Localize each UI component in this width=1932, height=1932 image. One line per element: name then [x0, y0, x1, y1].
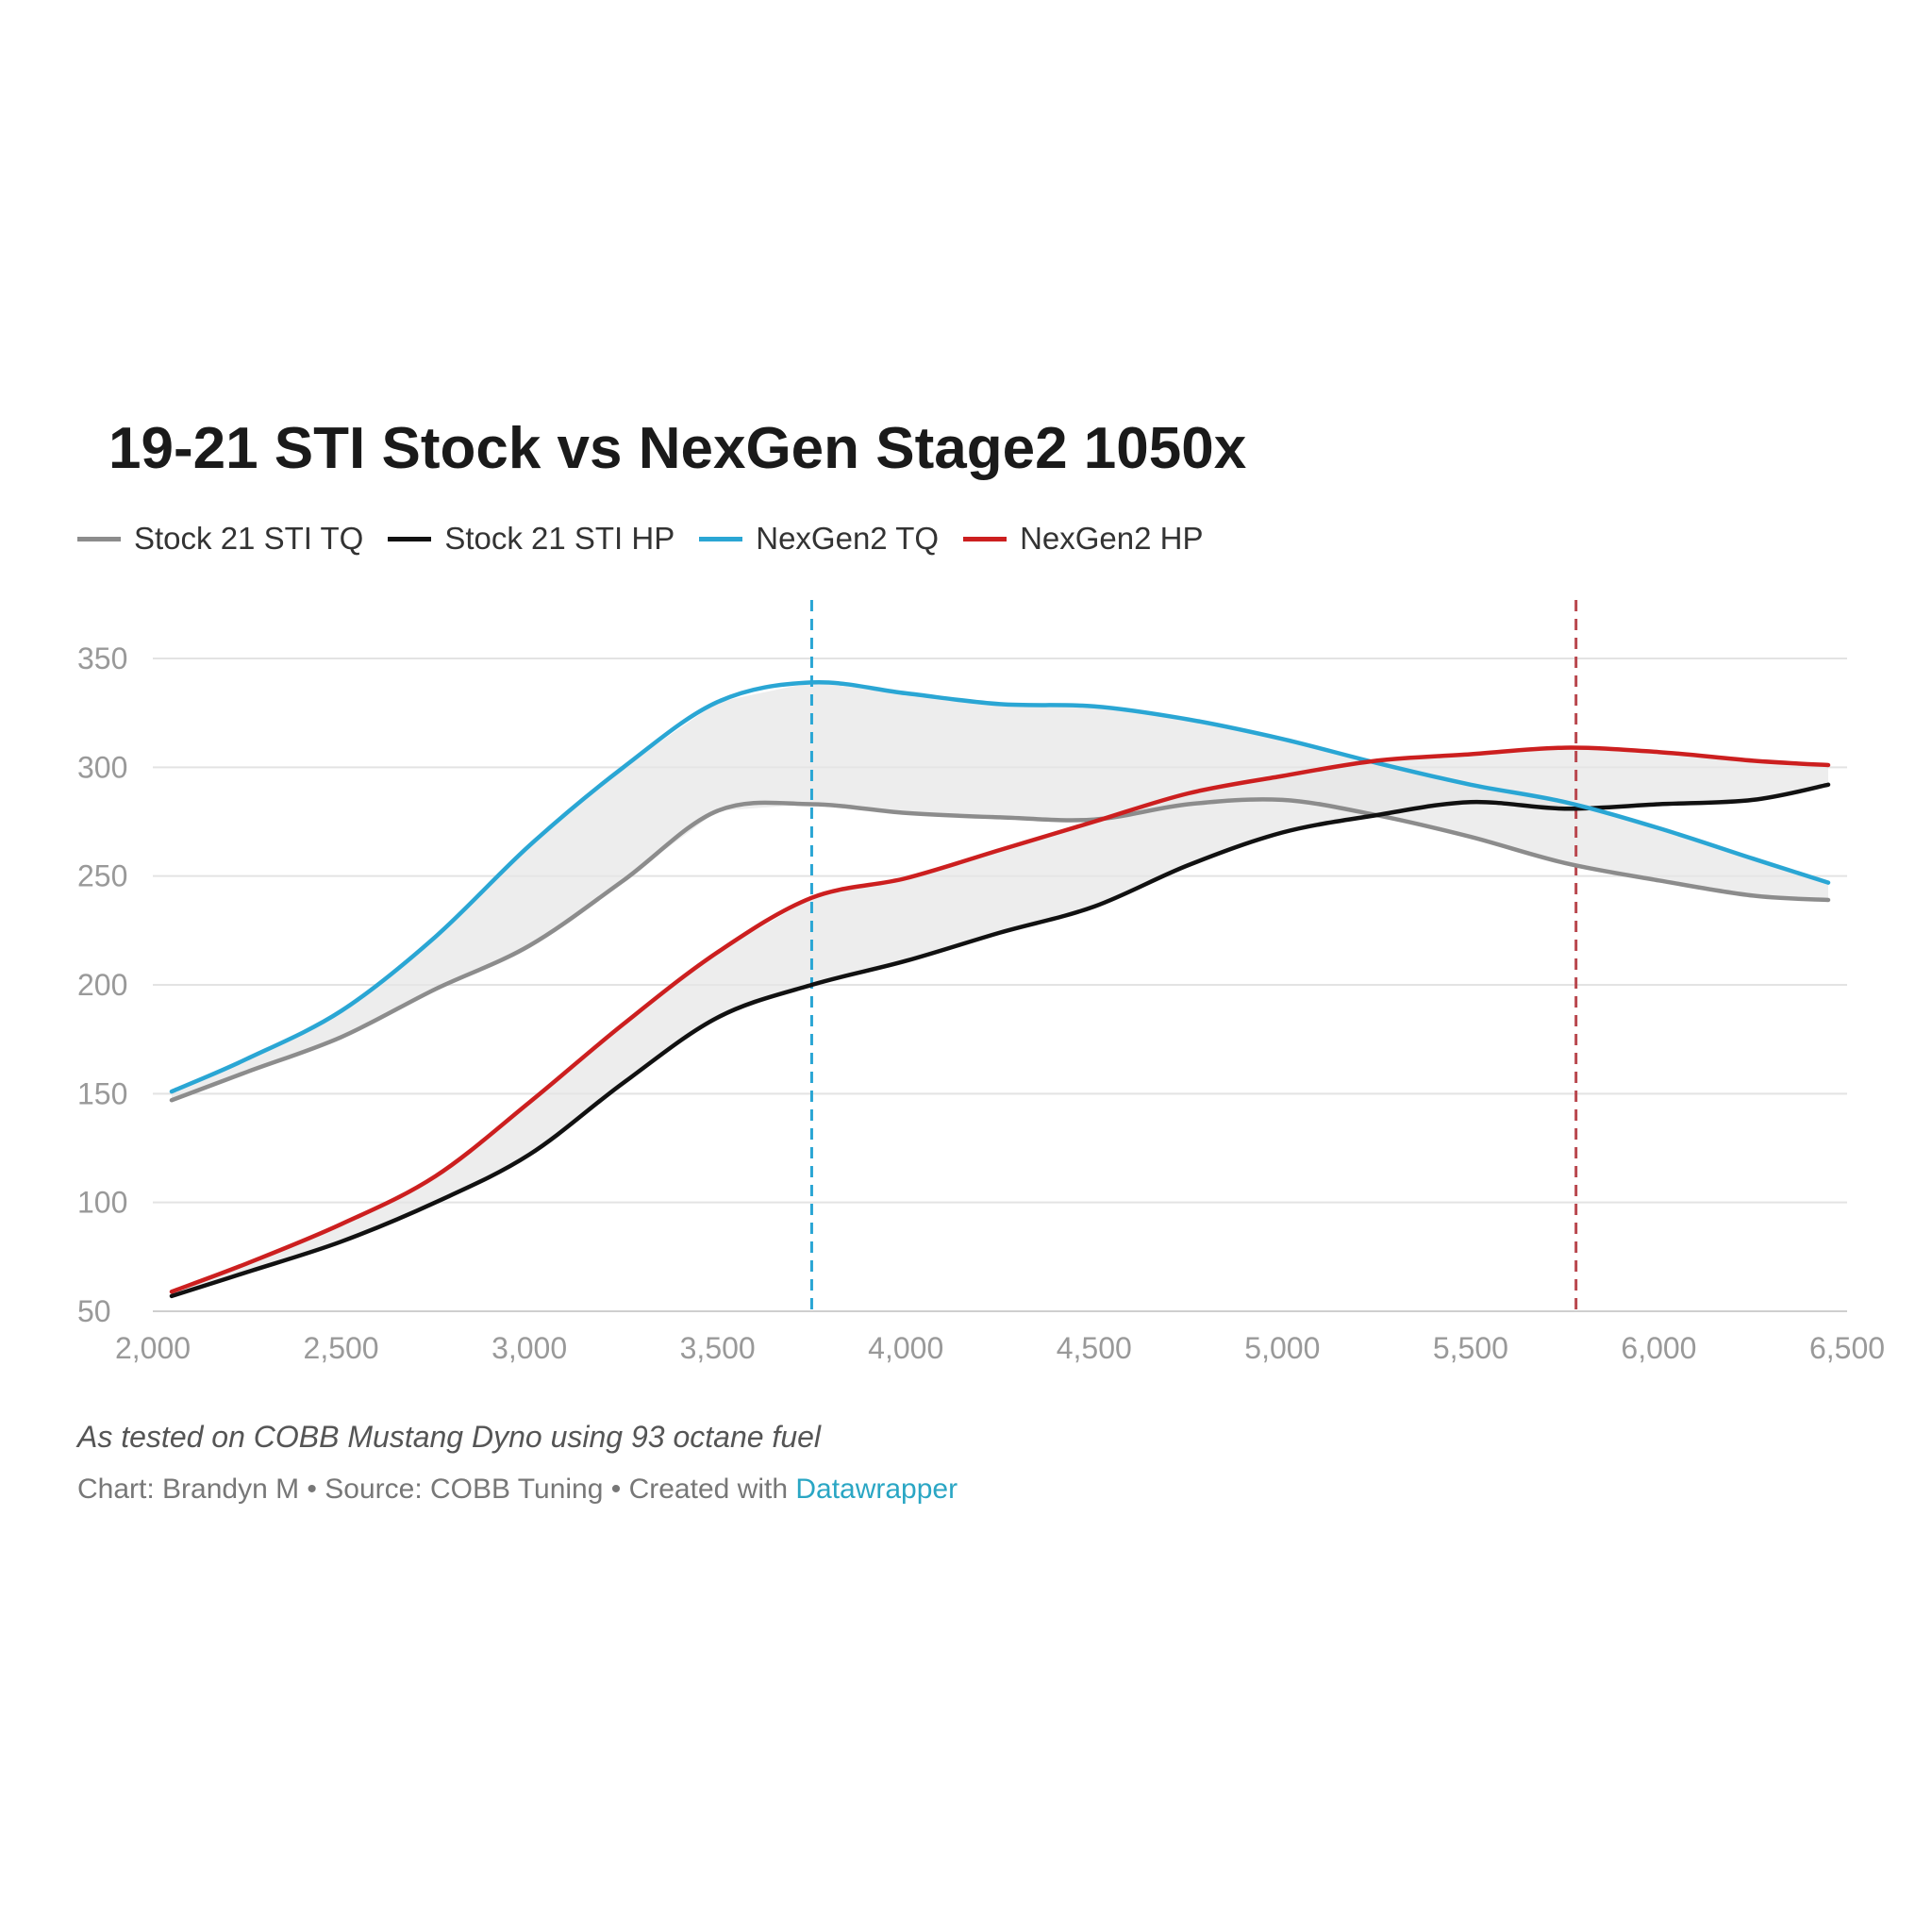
x-tick-label-5000: 5,000: [1244, 1331, 1320, 1365]
legend-swatch-stock-tq: [77, 536, 121, 541]
x-tick-label-2000: 2,000: [115, 1331, 191, 1365]
series-line-nexgen-hp: [169, 745, 1831, 1294]
legend-item-nexgen-hp: NexGen2 HP: [963, 521, 1204, 557]
y-tick-label-250: 250: [77, 859, 127, 893]
y-tick-label-300: 300: [77, 750, 127, 784]
legend-swatch-stock-hp: [388, 536, 432, 541]
y-tick-label-200: 200: [77, 968, 127, 1002]
legend-item-stock-tq: Stock 21 STI TQ: [77, 521, 363, 557]
chart-note: As tested on COBB Mustang Dyno using 93 …: [77, 1420, 822, 1454]
legend-swatch-nexgen-tq: [699, 536, 743, 541]
x-tick-label-4000: 4,000: [868, 1331, 943, 1365]
chart-title: 19-21 STI Stock vs NexGen Stage2 1050x: [108, 416, 1247, 481]
chart-notes: As tested on COBB Mustang Dyno using 93 …: [77, 1420, 958, 1506]
legend-swatch-nexgen-hp: [963, 536, 1008, 541]
legend-label-nexgen-hp: NexGen2 HP: [1020, 521, 1204, 556]
x-tick-label-3500: 3,500: [680, 1331, 756, 1365]
x-tick-label-5500: 5,500: [1433, 1331, 1508, 1365]
chart-credits: Chart: Brandyn M • Source: COBB Tuning •…: [77, 1474, 958, 1506]
legend-item-nexgen-tq: NexGen2 TQ: [699, 521, 939, 557]
x-tick-label-4500: 4,500: [1057, 1331, 1132, 1365]
legend-item-stock-hp: Stock 21 STI HP: [388, 521, 675, 557]
y-tick-label-350: 350: [77, 641, 127, 675]
series-line-stock-hp: [169, 782, 1831, 1299]
y-tick-label-150: 150: [77, 1076, 127, 1110]
legend: Stock 21 STI TQ Stock 21 STI HP NexGen2 …: [77, 521, 1228, 557]
y-tick-label-50: 50: [77, 1294, 111, 1328]
series-line-nexgen-tq: [169, 679, 1831, 1094]
legend-label-stock-tq: Stock 21 STI TQ: [134, 521, 364, 556]
datawrapper-link[interactable]: Datawrapper: [795, 1474, 958, 1505]
x-tick-label-2500: 2,500: [304, 1331, 379, 1365]
legend-label-stock-hp: Stock 21 STI HP: [444, 521, 675, 556]
credits-text: Chart: Brandyn M • Source: COBB Tuning •…: [77, 1474, 796, 1505]
legend-label-nexgen-tq: NexGen2 TQ: [756, 521, 940, 556]
x-tick-label-6500: 6,500: [1809, 1331, 1885, 1365]
y-tick-label-100: 100: [77, 1186, 127, 1220]
x-tick-label-6000: 6,000: [1621, 1331, 1696, 1365]
x-tick-label-3000: 3,000: [491, 1331, 567, 1365]
series-line-stock-tq: [169, 797, 1831, 1103]
